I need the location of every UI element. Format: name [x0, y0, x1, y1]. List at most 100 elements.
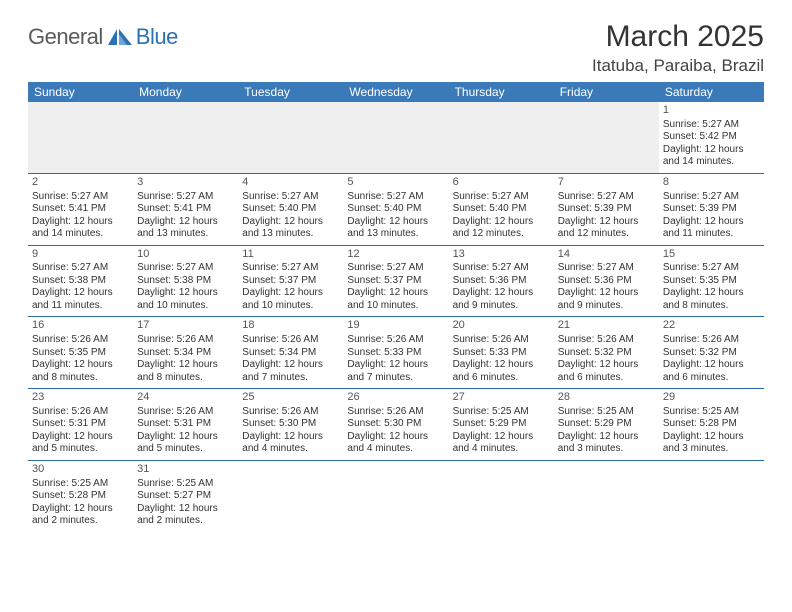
- day-number: 18: [242, 319, 339, 333]
- daylight-line: Daylight: 12 hours and 12 minutes.: [558, 216, 655, 241]
- sunset-line: Sunset: 5:39 PM: [558, 203, 655, 216]
- empty-cell: [343, 102, 448, 173]
- day-number: 16: [32, 319, 129, 333]
- day-number: 25: [242, 391, 339, 405]
- daylight-line: Daylight: 12 hours and 10 minutes.: [347, 287, 444, 312]
- day-cell: 22Sunrise: 5:26 AMSunset: 5:32 PMDayligh…: [659, 317, 764, 389]
- day-cell: 21Sunrise: 5:26 AMSunset: 5:32 PMDayligh…: [554, 317, 659, 389]
- sunrise-line: Sunrise: 5:27 AM: [347, 191, 444, 204]
- day-cell: 28Sunrise: 5:25 AMSunset: 5:29 PMDayligh…: [554, 389, 659, 461]
- sunrise-line: Sunrise: 5:26 AM: [663, 334, 760, 347]
- sunrise-line: Sunrise: 5:26 AM: [32, 334, 129, 347]
- sunrise-line: Sunrise: 5:27 AM: [137, 262, 234, 275]
- sunset-line: Sunset: 5:35 PM: [663, 275, 760, 288]
- sunset-line: Sunset: 5:36 PM: [558, 275, 655, 288]
- empty-cell: [238, 460, 343, 531]
- sunset-line: Sunset: 5:40 PM: [242, 203, 339, 216]
- calendar-body: 1Sunrise: 5:27 AMSunset: 5:42 PMDaylight…: [28, 102, 764, 532]
- sunrise-line: Sunrise: 5:26 AM: [558, 334, 655, 347]
- daylight-line: Daylight: 12 hours and 7 minutes.: [242, 359, 339, 384]
- daylight-line: Daylight: 12 hours and 7 minutes.: [347, 359, 444, 384]
- empty-cell: [238, 102, 343, 173]
- calendar-row: 16Sunrise: 5:26 AMSunset: 5:35 PMDayligh…: [28, 317, 764, 389]
- day-number: 6: [453, 176, 550, 190]
- month-title: March 2025: [592, 20, 764, 54]
- day-cell: 29Sunrise: 5:25 AMSunset: 5:28 PMDayligh…: [659, 389, 764, 461]
- daylight-line: Daylight: 12 hours and 11 minutes.: [663, 216, 760, 241]
- sunset-line: Sunset: 5:32 PM: [558, 347, 655, 360]
- sunset-line: Sunset: 5:38 PM: [137, 275, 234, 288]
- day-cell: 7Sunrise: 5:27 AMSunset: 5:39 PMDaylight…: [554, 173, 659, 245]
- sunset-line: Sunset: 5:31 PM: [137, 418, 234, 431]
- daylight-line: Daylight: 12 hours and 2 minutes.: [32, 503, 129, 528]
- day-number: 9: [32, 248, 129, 262]
- empty-cell: [449, 460, 554, 531]
- sunrise-line: Sunrise: 5:26 AM: [242, 334, 339, 347]
- day-cell: 13Sunrise: 5:27 AMSunset: 5:36 PMDayligh…: [449, 245, 554, 317]
- weekday-header: Sunday: [28, 82, 133, 102]
- daylight-line: Daylight: 12 hours and 5 minutes.: [137, 431, 234, 456]
- day-number: 13: [453, 248, 550, 262]
- header: General Blue March 2025 Itatuba, Paraiba…: [28, 20, 764, 76]
- sunset-line: Sunset: 5:29 PM: [558, 418, 655, 431]
- sunrise-line: Sunrise: 5:26 AM: [347, 406, 444, 419]
- daylight-line: Daylight: 12 hours and 6 minutes.: [453, 359, 550, 384]
- calendar-table: SundayMondayTuesdayWednesdayThursdayFrid…: [28, 82, 764, 532]
- logo-text-blue: Blue: [136, 24, 178, 50]
- sunrise-line: Sunrise: 5:27 AM: [558, 262, 655, 275]
- day-cell: 24Sunrise: 5:26 AMSunset: 5:31 PMDayligh…: [133, 389, 238, 461]
- sunrise-line: Sunrise: 5:27 AM: [32, 262, 129, 275]
- empty-cell: [659, 460, 764, 531]
- daylight-line: Daylight: 12 hours and 4 minutes.: [242, 431, 339, 456]
- sunrise-line: Sunrise: 5:27 AM: [663, 119, 760, 132]
- day-number: 21: [558, 319, 655, 333]
- weekday-header: Monday: [133, 82, 238, 102]
- day-number: 26: [347, 391, 444, 405]
- daylight-line: Daylight: 12 hours and 8 minutes.: [32, 359, 129, 384]
- sunset-line: Sunset: 5:30 PM: [347, 418, 444, 431]
- day-number: 19: [347, 319, 444, 333]
- day-number: 1: [663, 104, 760, 118]
- sunrise-line: Sunrise: 5:27 AM: [663, 262, 760, 275]
- day-number: 29: [663, 391, 760, 405]
- sunrise-line: Sunrise: 5:26 AM: [137, 334, 234, 347]
- location: Itatuba, Paraiba, Brazil: [592, 56, 764, 76]
- day-number: 23: [32, 391, 129, 405]
- sunrise-line: Sunrise: 5:25 AM: [453, 406, 550, 419]
- daylight-line: Daylight: 12 hours and 3 minutes.: [663, 431, 760, 456]
- calendar-row: 30Sunrise: 5:25 AMSunset: 5:28 PMDayligh…: [28, 460, 764, 531]
- daylight-line: Daylight: 12 hours and 10 minutes.: [242, 287, 339, 312]
- sunrise-line: Sunrise: 5:27 AM: [32, 191, 129, 204]
- logo: General Blue: [28, 24, 178, 50]
- sunset-line: Sunset: 5:31 PM: [32, 418, 129, 431]
- sunset-line: Sunset: 5:36 PM: [453, 275, 550, 288]
- empty-cell: [133, 102, 238, 173]
- day-cell: 19Sunrise: 5:26 AMSunset: 5:33 PMDayligh…: [343, 317, 448, 389]
- daylight-line: Daylight: 12 hours and 5 minutes.: [32, 431, 129, 456]
- day-cell: 16Sunrise: 5:26 AMSunset: 5:35 PMDayligh…: [28, 317, 133, 389]
- calendar-head: SundayMondayTuesdayWednesdayThursdayFrid…: [28, 82, 764, 102]
- daylight-line: Daylight: 12 hours and 6 minutes.: [558, 359, 655, 384]
- weekday-header: Thursday: [449, 82, 554, 102]
- sunset-line: Sunset: 5:29 PM: [453, 418, 550, 431]
- sunset-line: Sunset: 5:37 PM: [347, 275, 444, 288]
- weekday-header: Friday: [554, 82, 659, 102]
- sunrise-line: Sunrise: 5:25 AM: [32, 478, 129, 491]
- day-cell: 6Sunrise: 5:27 AMSunset: 5:40 PMDaylight…: [449, 173, 554, 245]
- sunrise-line: Sunrise: 5:26 AM: [242, 406, 339, 419]
- sunrise-line: Sunrise: 5:27 AM: [347, 262, 444, 275]
- sunset-line: Sunset: 5:34 PM: [137, 347, 234, 360]
- empty-cell: [343, 460, 448, 531]
- sunset-line: Sunset: 5:39 PM: [663, 203, 760, 216]
- day-cell: 10Sunrise: 5:27 AMSunset: 5:38 PMDayligh…: [133, 245, 238, 317]
- day-cell: 15Sunrise: 5:27 AMSunset: 5:35 PMDayligh…: [659, 245, 764, 317]
- daylight-line: Daylight: 12 hours and 4 minutes.: [453, 431, 550, 456]
- daylight-line: Daylight: 12 hours and 13 minutes.: [242, 216, 339, 241]
- sunset-line: Sunset: 5:33 PM: [453, 347, 550, 360]
- daylight-line: Daylight: 12 hours and 14 minutes.: [32, 216, 129, 241]
- day-cell: 27Sunrise: 5:25 AMSunset: 5:29 PMDayligh…: [449, 389, 554, 461]
- day-cell: 18Sunrise: 5:26 AMSunset: 5:34 PMDayligh…: [238, 317, 343, 389]
- day-cell: 31Sunrise: 5:25 AMSunset: 5:27 PMDayligh…: [133, 460, 238, 531]
- day-cell: 1Sunrise: 5:27 AMSunset: 5:42 PMDaylight…: [659, 102, 764, 173]
- day-number: 7: [558, 176, 655, 190]
